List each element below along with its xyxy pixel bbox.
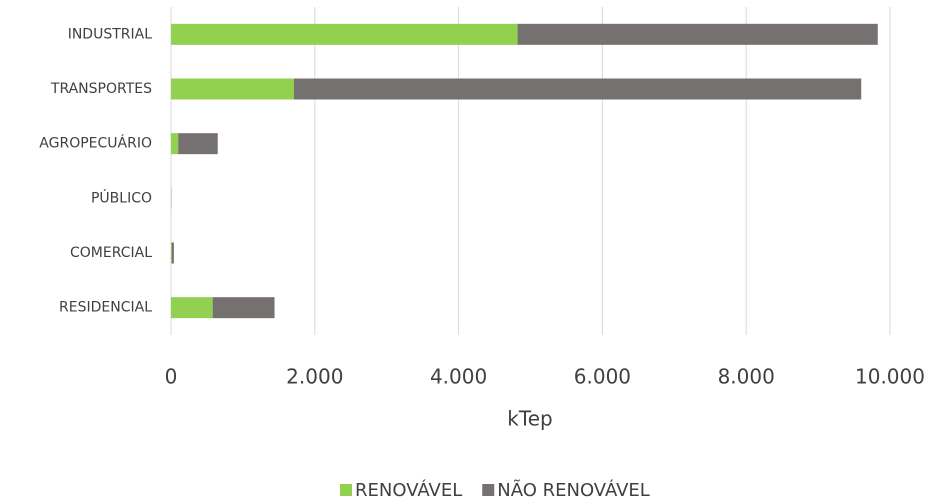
x-tick-label: 10.000 [855, 365, 925, 389]
bar-segment [212, 297, 275, 319]
legend-label: NÃO RENOVÁVEL [497, 479, 650, 501]
x-tick-label: 6.000 [574, 365, 631, 389]
y-tick-label: TRANSPORTES [50, 81, 152, 97]
bar-segment [171, 23, 518, 45]
legend-label: RENOVÁVEL [355, 479, 462, 501]
legend-swatch [482, 484, 495, 496]
y-tick-label: AGROPECUÁRIO [39, 135, 152, 152]
x-tick-label: 2.000 [286, 365, 343, 389]
y-tick-label: INDUSTRIAL [68, 26, 153, 42]
bar-segment [171, 242, 172, 264]
y-tick-label: COMERCIAL [70, 245, 152, 261]
bar-segment [178, 133, 218, 155]
bar-segment [171, 297, 213, 319]
y-tick-label: RESIDENCIAL [59, 300, 152, 316]
bar-segment [171, 242, 174, 264]
x-tick-label: 4.000 [430, 365, 487, 389]
bar-segment [171, 133, 179, 155]
bar-segment [293, 78, 862, 100]
legend-swatch [340, 484, 352, 496]
x-tick-label: 8.000 [718, 365, 775, 389]
bar-segment [171, 78, 294, 100]
x-tick-label: 0 [165, 365, 178, 389]
bar-segment [517, 23, 878, 45]
y-tick-label: PÚBLICO [91, 188, 152, 206]
x-axis-title: kTep [507, 407, 552, 431]
